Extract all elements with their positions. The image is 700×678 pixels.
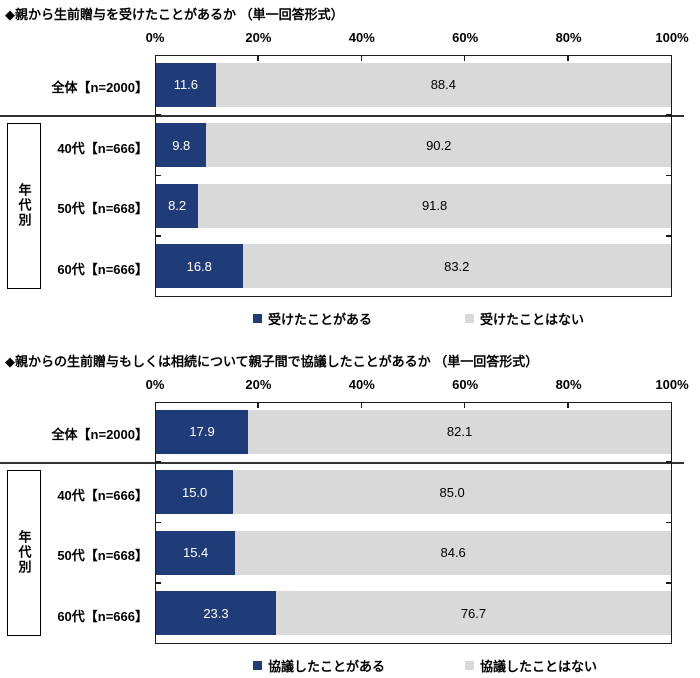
legend-label: 協議したことがある <box>268 659 386 674</box>
bar-segment-yes: 15.0 <box>156 470 234 515</box>
bar-row: 8.2 91.8 <box>156 183 671 228</box>
bar-segment-yes: 9.8 <box>156 123 207 168</box>
x-axis-tick-label: 100% <box>655 377 689 392</box>
bar-segment-no: 90.2 <box>206 123 671 168</box>
bar-row: 15.0 85.0 <box>156 470 671 515</box>
row-tick-mark-left <box>156 174 161 177</box>
axis-tick-mark <box>463 403 466 408</box>
legend-label: 受けたことがある <box>268 312 373 327</box>
plot-area: 17.9 82.1 15.0 85.0 15.4 84.6 23.3 76.7 <box>155 402 672 644</box>
row-tick-mark-right <box>666 582 671 584</box>
legend-marker-yes <box>253 661 262 670</box>
legend-label: 協議したことはない <box>480 659 598 674</box>
bar-row: 23.3 76.7 <box>156 591 671 636</box>
group-label-box: 年代別 <box>7 122 41 289</box>
category-label: 50代【n=668】 <box>57 548 148 564</box>
legend-marker-yes <box>253 314 262 323</box>
bar-segment-no: 84.6 <box>235 530 671 575</box>
bar-segment-yes: 16.8 <box>156 244 243 289</box>
bar-row: 17.9 82.1 <box>156 409 671 454</box>
separator-line <box>0 114 684 117</box>
row-tick-mark-left <box>156 461 161 463</box>
x-axis-tick-label: 20% <box>245 30 272 45</box>
category-label: 全体【n=2000】 <box>51 80 148 96</box>
row-tick-mark-right <box>666 114 671 116</box>
x-axis-tick-label: 40% <box>348 377 375 392</box>
x-axis-tick-label: 0% <box>145 30 165 45</box>
bar-row: 11.6 88.4 <box>156 62 671 107</box>
bar-segment-yes: 17.9 <box>156 409 249 454</box>
axis-tick-mark <box>567 56 569 61</box>
row-tick-mark-right <box>666 174 671 177</box>
category-label: 60代【n=666】 <box>57 608 148 624</box>
row-tick-mark-right <box>666 521 671 524</box>
axis-tick-mark <box>463 56 466 61</box>
bar-segment-no: 91.8 <box>198 183 671 228</box>
group-label-box: 年代別 <box>7 469 41 636</box>
axis-tick-mark <box>257 403 259 408</box>
bar-segment-no: 85.0 <box>233 470 671 515</box>
chart-title: ◆親から生前贈与を受けたことがあるか （単一回答形式） <box>5 7 344 22</box>
bar-row: 15.4 84.6 <box>156 530 671 575</box>
x-axis-tick-label: 60% <box>452 377 479 392</box>
x-axis-tick-label: 0% <box>145 377 165 392</box>
legend-marker-no <box>465 661 474 670</box>
row-tick-mark-left <box>156 235 161 237</box>
legend-entry: 協議したことがある <box>253 656 385 675</box>
chart-section-gift-received: ◆親から生前贈与を受けたことがあるか （単一回答形式） 0% 20% 40% 60% 8… <box>0 7 689 328</box>
bar-segment-yes: 15.4 <box>156 530 236 575</box>
group-label: 年代別 <box>16 183 32 229</box>
bar-segment-no: 76.7 <box>275 591 671 636</box>
category-label: 50代【n=668】 <box>57 201 148 217</box>
category-label: 60代【n=666】 <box>57 261 148 277</box>
category-label: 40代【n=666】 <box>57 140 148 156</box>
row-tick-mark-left <box>156 582 161 584</box>
axis-tick-mark <box>360 56 363 61</box>
separator-line <box>0 461 684 464</box>
bar-segment-no: 83.2 <box>242 244 671 289</box>
bar-row: 16.8 83.2 <box>156 244 671 289</box>
axis-tick-mark <box>360 403 363 408</box>
x-axis-tick-label: 80% <box>555 377 582 392</box>
bar-segment-yes: 23.3 <box>156 591 276 636</box>
x-axis: 0% 20% 40% 60% 80% 100% <box>146 30 689 46</box>
category-label: 40代【n=666】 <box>57 487 148 503</box>
legend-entry: 受けたことがある <box>253 309 372 328</box>
legend-marker-no <box>465 314 474 323</box>
row-tick-mark-left <box>156 521 161 524</box>
bar-row: 9.8 90.2 <box>156 123 671 168</box>
chart-title: ◆親からの生前贈与もしくは相続について親子間で協議したことがあるか （単一回答形… <box>5 354 539 369</box>
x-axis-tick-label: 100% <box>655 30 689 45</box>
row-tick-mark-left <box>156 114 161 116</box>
plot-area: 11.6 88.4 9.8 90.2 8.2 91.8 16.8 83.2 <box>155 55 672 297</box>
x-axis: 0% 20% 40% 60% 80% 100% <box>146 377 689 393</box>
legend-label: 受けたことはない <box>480 312 585 327</box>
axis-tick-mark <box>567 403 569 408</box>
legend-entry: 受けたことはない <box>465 309 584 328</box>
x-axis-tick-label: 40% <box>348 30 375 45</box>
x-axis-tick-label: 20% <box>245 377 272 392</box>
bar-segment-no: 88.4 <box>215 62 671 107</box>
bar-segment-no: 82.1 <box>248 409 671 454</box>
chart-section-discussion: ◆親からの生前贈与もしくは相続について親子間で協議したことがあるか （単一回答形… <box>0 347 700 678</box>
x-axis-tick-label: 80% <box>555 30 582 45</box>
bar-segment-yes: 8.2 <box>156 183 199 228</box>
row-tick-mark-right <box>666 461 671 463</box>
group-label: 年代別 <box>16 530 32 576</box>
category-label: 全体【n=2000】 <box>51 427 148 443</box>
bar-segment-yes: 11.6 <box>156 62 216 107</box>
row-tick-mark-right <box>666 235 671 237</box>
x-axis-tick-label: 60% <box>452 30 479 45</box>
axis-tick-mark <box>257 56 259 61</box>
legend-entry: 協議したことはない <box>465 656 597 675</box>
